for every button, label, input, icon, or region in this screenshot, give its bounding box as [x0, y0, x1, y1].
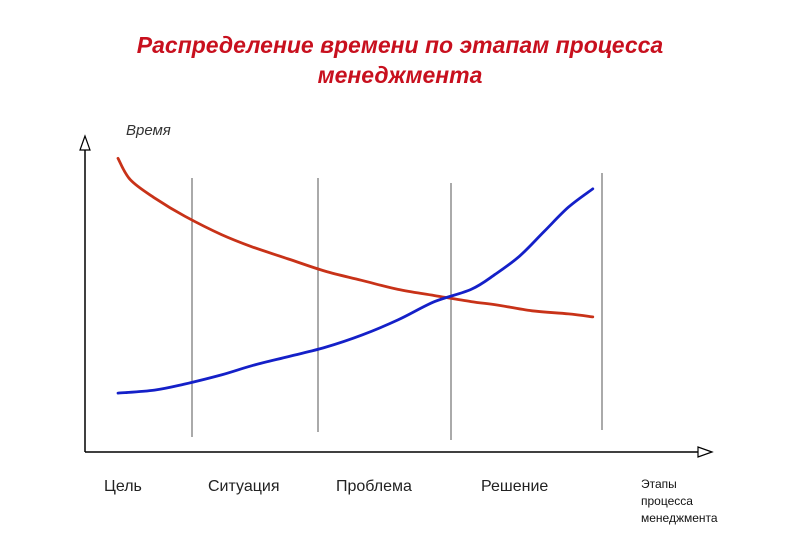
- x-axis-label-line-1: Этапы: [641, 477, 677, 491]
- chart-title-line-1: Распределение времени по этапам процесса: [136, 32, 664, 58]
- y-axis-label: Время: [126, 122, 171, 139]
- chart-title-line-2: менеджмента: [317, 62, 483, 88]
- stage-label-goal: Цель: [104, 478, 142, 495]
- x-axis-label: Этапы процесса менеджмента: [641, 476, 718, 527]
- x-axis-label-line-2: процесса: [641, 494, 693, 508]
- x-axis-label-line-3: менеджмента: [641, 511, 718, 525]
- stage-label-solution: Решение: [481, 478, 549, 495]
- stage-label-situation: Ситуация: [208, 478, 280, 495]
- x-axis-arrow: [697, 446, 714, 458]
- series-line-red: [116, 156, 595, 319]
- chart-title: Распределение времени по этапам процесса…: [0, 30, 800, 90]
- y-axis-arrow: [79, 134, 91, 151]
- stage-label-problem: Проблема: [336, 478, 412, 495]
- series-line-blue: [116, 187, 595, 395]
